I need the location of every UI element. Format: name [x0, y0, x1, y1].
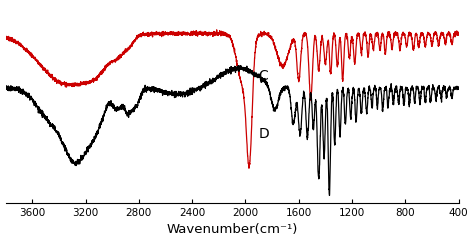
- X-axis label: Wavenumber(cm⁻¹): Wavenumber(cm⁻¹): [166, 223, 298, 236]
- Text: C: C: [259, 69, 268, 83]
- Text: D: D: [259, 127, 270, 141]
